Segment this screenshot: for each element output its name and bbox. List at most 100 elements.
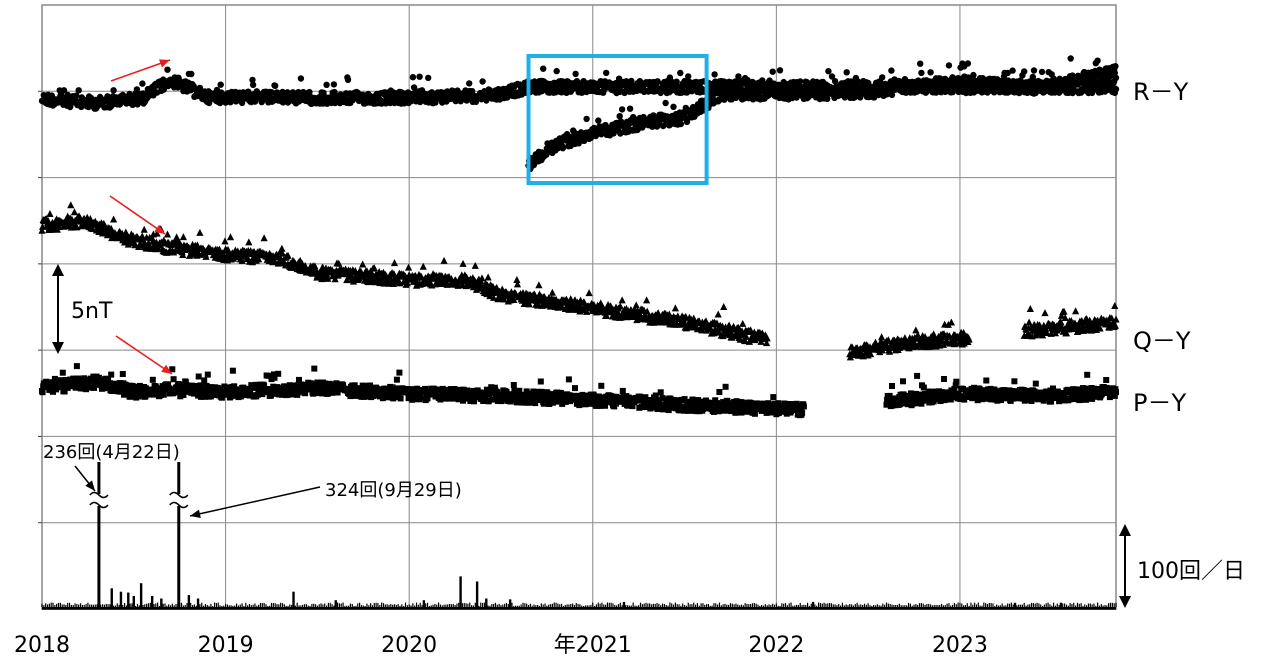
r-y-point: [616, 113, 623, 120]
p-y-point: [160, 391, 167, 398]
r-y-point: [1112, 62, 1119, 70]
q-y-point: [403, 279, 411, 287]
r-y-point: [673, 78, 680, 85]
q-y-point: [70, 208, 79, 216]
p-y-point: [396, 369, 403, 376]
q-y-point: [632, 301, 640, 309]
r-y-point: [164, 66, 171, 73]
r-y-point: [1067, 55, 1074, 62]
q-y-point: [616, 302, 624, 310]
r-y-point: [409, 74, 417, 81]
r-y-point: [320, 89, 327, 97]
p-y-point: [393, 376, 400, 383]
r-y-point: [540, 65, 547, 72]
q-y-point: [1026, 304, 1034, 312]
q-y-point: [643, 296, 651, 304]
q-y-point: [440, 256, 448, 264]
r-y-point: [75, 87, 82, 94]
q-y-point: [720, 303, 728, 311]
r-y-point: [344, 76, 352, 84]
r-y-point: [110, 87, 117, 94]
q-y-point: [548, 288, 556, 296]
q-y-point: [55, 223, 63, 231]
q-y-point: [278, 249, 287, 257]
q-y-point: [714, 310, 722, 318]
q-y-point: [226, 233, 235, 241]
r-y-point: [249, 76, 256, 84]
q-y-point: [585, 289, 593, 297]
q-y-point: [278, 244, 286, 252]
r-y-point: [160, 86, 167, 93]
q-y-point: [107, 224, 115, 232]
r-y-point: [769, 68, 776, 75]
r-y-point: [888, 67, 895, 74]
q-y-point: [179, 233, 187, 241]
q-y-point: [739, 319, 747, 327]
r-y-point: [766, 77, 773, 84]
q-y-point: [148, 234, 156, 242]
p-y-point: [149, 376, 156, 383]
r-y-point: [797, 78, 804, 85]
r-y-point: [677, 120, 685, 128]
r-y-point: [759, 77, 766, 84]
q-y-point: [1072, 307, 1080, 315]
q-y-point: [513, 275, 521, 283]
r-y-point: [735, 73, 742, 80]
q-y-point: [567, 295, 575, 303]
p-y-point: [108, 371, 115, 378]
r-y-point: [1111, 69, 1119, 77]
r-y-point: [824, 95, 831, 103]
r-y-point: [831, 78, 839, 85]
q-y-point: [139, 235, 147, 243]
q-y-point: [357, 267, 365, 275]
r-y-point: [1112, 74, 1120, 82]
r-y-point: [1030, 67, 1038, 74]
q-y-point: [535, 281, 543, 289]
r-y-point: [776, 67, 784, 74]
q-y-point: [255, 255, 263, 263]
q-y-point: [912, 326, 920, 334]
r-y-point: [711, 71, 718, 78]
q-y-point: [153, 229, 161, 237]
r-y-point: [843, 69, 850, 76]
q-y-point: [38, 226, 46, 234]
r-y-point: [425, 74, 432, 82]
r-y-point: [1019, 72, 1026, 79]
r-y-point: [217, 81, 224, 88]
r-y-point: [959, 60, 966, 67]
q-y-point: [490, 293, 498, 301]
r-y-point: [1112, 85, 1120, 93]
r-y-point: [60, 87, 68, 94]
r-y-point: [718, 85, 725, 92]
r-y-point: [297, 75, 305, 82]
q-y-point: [110, 215, 118, 223]
q-y-point: [245, 238, 253, 246]
r-y-point: [677, 69, 684, 77]
r-y-point: [603, 69, 610, 77]
r-y-point: [970, 71, 977, 79]
q-y-point: [471, 261, 479, 269]
q-y-point: [510, 296, 518, 304]
r-y-point: [133, 86, 141, 93]
r-y-point: [323, 81, 330, 89]
q-y-point: [1111, 302, 1119, 310]
r-y-point: [1094, 57, 1101, 64]
r-y-point: [817, 79, 825, 86]
p-y-point: [201, 377, 208, 384]
r-y-point: [139, 80, 146, 87]
q-y-point: [513, 280, 522, 288]
r-y-point: [595, 117, 602, 124]
r-y-point: [268, 89, 275, 96]
q-y-point: [370, 264, 378, 272]
r-y-point: [628, 77, 635, 85]
r-y-point: [188, 70, 195, 78]
r-y-point: [828, 73, 836, 80]
r-y-point: [927, 69, 934, 76]
q-y-point: [270, 257, 279, 265]
r-y-point: [598, 131, 605, 138]
r-y-point: [205, 99, 213, 107]
r-y-point: [879, 74, 886, 81]
r-y-point: [746, 80, 753, 88]
q-y-point: [390, 259, 399, 267]
